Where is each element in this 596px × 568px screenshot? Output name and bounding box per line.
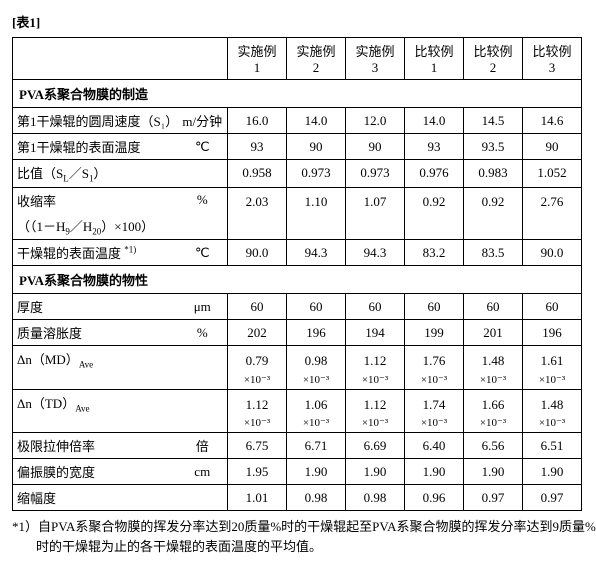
table-title: [表1] bbox=[12, 12, 584, 31]
data-table: 实施例 实施例 实施例 比较例 比较例 比较例 1 2 3 1 2 3 PVA系… bbox=[12, 37, 582, 511]
row-shrink-1: 收缩率 % 2.031.10 1.070.92 0.922.76 bbox=[13, 187, 582, 213]
header-row-1: 实施例 实施例 实施例 比较例 比较例 比较例 bbox=[13, 38, 582, 61]
col-n2: 2 bbox=[287, 60, 346, 80]
row-ratio: 比值（SL／S1） 0.9580.973 0.9730.976 0.9831.0… bbox=[13, 160, 582, 188]
header-row-2: 1 2 3 1 2 3 bbox=[13, 60, 582, 80]
col-h3: 实施例 bbox=[346, 38, 405, 61]
row-dn-md-1: Δn（MD）Ave 0.790.98 1.121.76 1.481.61 bbox=[13, 346, 582, 373]
col-h2: 实施例 bbox=[287, 38, 346, 61]
col-n6: 3 bbox=[523, 60, 582, 80]
section-2: PVA系聚合物膜的物性 bbox=[13, 266, 582, 294]
row-dn-td-1: Δn（TD）Ave 1.121.06 1.121.74 1.661.48 bbox=[13, 389, 582, 416]
col-h5: 比较例 bbox=[464, 38, 523, 61]
row-thickness: 厚度 μm 6060 6060 6060 bbox=[13, 294, 582, 320]
row-swelling: 质量溶胀度 % 202196 194199 201196 bbox=[13, 320, 582, 346]
footnote: *1）自PVA系聚合物膜的挥发分率达到20质量%时的干燥辊起至PVA系聚合物膜的… bbox=[36, 517, 596, 556]
col-n3: 3 bbox=[346, 60, 405, 80]
col-n5: 2 bbox=[464, 60, 523, 80]
col-h1: 实施例 bbox=[228, 38, 287, 61]
col-n1: 1 bbox=[228, 60, 287, 80]
col-h4: 比较例 bbox=[405, 38, 464, 61]
row-s1: 第1干燥辊的圆周速度（S₁） m/分钟 16.014.0 12.014.0 14… bbox=[13, 108, 582, 134]
row-dryer-temp: 干燥辊的表面温度 *1) ℃ 90.094.3 94.383.2 83.590.… bbox=[13, 240, 582, 266]
row-dn-md-2: ×10⁻³×10⁻³ ×10⁻³×10⁻³ ×10⁻³×10⁻³ bbox=[13, 373, 582, 390]
section-1: PVA系聚合物膜的制造 bbox=[13, 80, 582, 108]
col-n4: 1 bbox=[405, 60, 464, 80]
col-h6: 比较例 bbox=[523, 38, 582, 61]
row-dn-td-2: ×10⁻³×10⁻³ ×10⁻³×10⁻³ ×10⁻³×10⁻³ bbox=[13, 416, 582, 433]
row-surface-temp1: 第1干燥辊的表面温度 ℃ 9390 9093 93.590 bbox=[13, 134, 582, 160]
row-neckin: 缩幅度 1.010.98 0.980.96 0.970.97 bbox=[13, 485, 582, 511]
row-stretch: 极限拉伸倍率 倍 6.756.71 6.696.40 6.566.51 bbox=[13, 433, 582, 459]
row-width: 偏振膜的宽度 cm 1.951.90 1.901.90 1.901.90 bbox=[13, 459, 582, 485]
row-shrink-2: （（1－H9／H20）×100） bbox=[13, 213, 582, 240]
